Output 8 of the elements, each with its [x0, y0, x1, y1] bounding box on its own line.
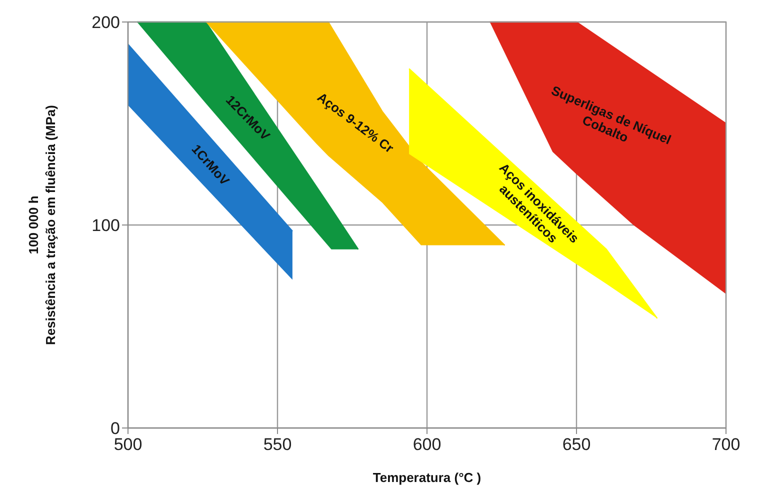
y-tick-label: 100 [92, 216, 120, 236]
x-tick-label: 550 [263, 435, 292, 454]
y-tick-label: 200 [92, 13, 120, 32]
x-tick-label: 650 [562, 435, 591, 454]
x-axis-title: Temperatura (°C ) [372, 470, 482, 485]
x-tick-label: 600 [412, 435, 442, 454]
y-axis-title: 100 000 h Resistência a tração em fluência (MPa) [26, 105, 58, 345]
x-tick-label: 700 [712, 435, 740, 454]
